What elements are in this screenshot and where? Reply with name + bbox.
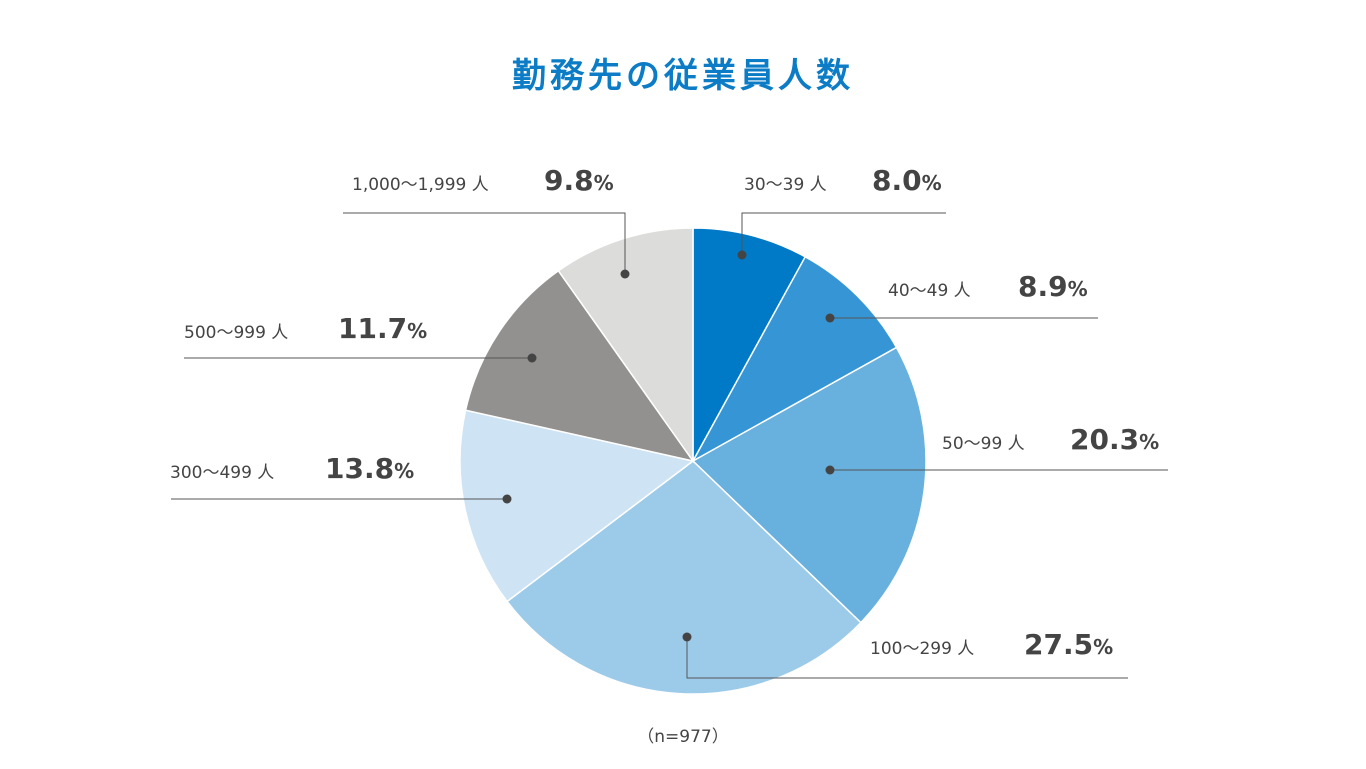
pie-slice xyxy=(459,409,695,603)
leader-line xyxy=(741,212,946,255)
slice-category-label: 40～49 人 xyxy=(888,281,971,301)
chart-title: 勤務先の従業員人数 xyxy=(512,56,854,96)
slice-percent-label: 27.5% xyxy=(1024,628,1113,661)
slice-category-label: 100～299 人 xyxy=(870,639,974,659)
slice-category-label: 300～499 人 xyxy=(170,463,274,483)
leader-dot xyxy=(737,250,747,260)
slice-percent-label: 8.9% xyxy=(1018,270,1088,303)
pie-slice xyxy=(506,460,862,695)
sample-size-note: （n=977） xyxy=(637,727,729,747)
slice-category-label: 30～39 人 xyxy=(744,175,827,195)
leader-dot xyxy=(825,313,835,323)
leader-dot xyxy=(502,494,512,504)
leader-dot xyxy=(682,632,692,642)
slice-percent-label: 8.0% xyxy=(872,164,942,197)
pie-slices xyxy=(459,227,927,695)
slice-percent-label: 9.8% xyxy=(544,164,614,197)
leader-dot xyxy=(620,269,630,279)
pie-labels: 30～39 人 8.0% 40～49 人 8.9% 50～99 人 20.3% 100～29… xyxy=(170,164,1168,679)
leader-line xyxy=(343,212,626,274)
leader-line xyxy=(686,637,1128,679)
pie-slice xyxy=(692,227,807,462)
slice-category-label: 500～999 人 xyxy=(184,323,288,343)
slice-category-label: 1,000～1,999 人 xyxy=(352,175,489,195)
pie-slice xyxy=(691,346,927,624)
leader-dot xyxy=(527,353,537,363)
slice-percent-label: 20.3% xyxy=(1070,423,1159,456)
slice-percent-label: 13.8% xyxy=(325,452,414,485)
slice-percent-label: 11.7% xyxy=(338,312,427,345)
leader-dot xyxy=(825,465,835,475)
slice-category-label: 50～99 人 xyxy=(942,434,1025,454)
pie-slice xyxy=(691,255,898,463)
pie-slice xyxy=(464,269,695,463)
pie-slice xyxy=(557,227,694,464)
